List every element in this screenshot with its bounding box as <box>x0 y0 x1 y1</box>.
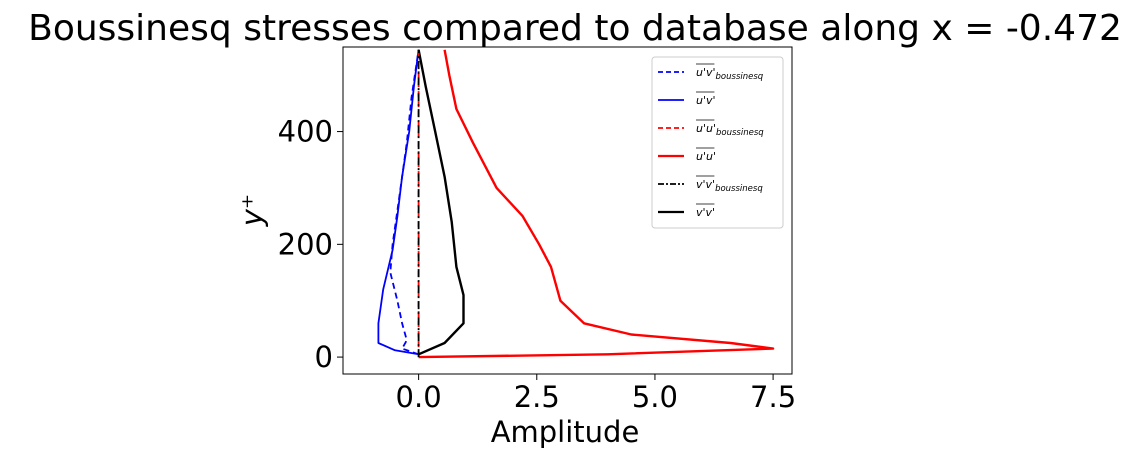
x-tick-label: 0.0 <box>396 380 442 414</box>
x-tick-label: 7.5 <box>750 380 796 414</box>
series-line-uv <box>377 49 420 356</box>
plot-frame <box>342 46 793 375</box>
series-line-uu <box>418 49 775 359</box>
series-line-uv_boussinesq <box>389 49 420 356</box>
y-tick-label: 0 <box>315 340 333 374</box>
y-axis-label: y⁺ <box>235 194 269 227</box>
legend-label: v'v' <box>696 206 715 219</box>
y-tick-label: 400 <box>278 115 333 149</box>
x-axis-label: Amplitude <box>491 415 640 449</box>
legend-label: v'v'boussinesq <box>696 178 763 194</box>
y-tick-label: 200 <box>278 227 333 261</box>
x-axis: 0.0 2.5 5.0 7.5 <box>396 374 796 414</box>
series-layer <box>377 49 775 359</box>
legend-label: u'u'boussinesq <box>696 122 764 138</box>
legend-label: u'u' <box>696 150 716 163</box>
x-tick-label: 2.5 <box>514 380 560 414</box>
legend-label: u'v'boussinesq <box>696 66 764 82</box>
legend: u'v'boussinesq u'v' u'u'boussinesq u'u' v'v'… <box>651 56 784 229</box>
legend-label: u'v' <box>696 94 716 107</box>
y-axis: 0 200 400 <box>278 115 343 374</box>
legend-box <box>651 56 784 229</box>
chart-title: Boussinesq stresses compared to database… <box>28 8 1122 49</box>
series-line-vv <box>417 49 465 356</box>
x-tick-label: 5.0 <box>632 380 678 414</box>
